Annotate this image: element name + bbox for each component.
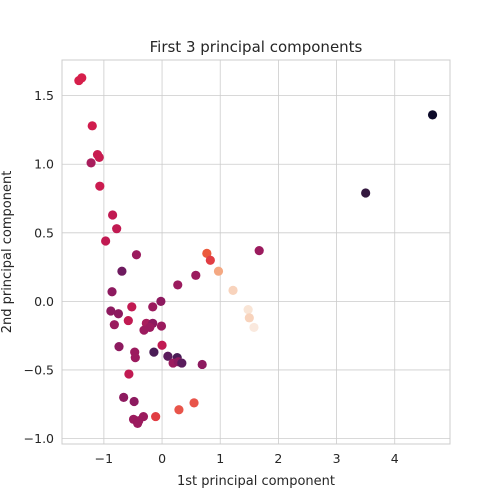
data-point: [243, 305, 253, 315]
data-point: [156, 321, 167, 331]
data-point: [156, 296, 166, 306]
data-point: [213, 266, 224, 276]
data-point: [108, 210, 118, 220]
y-tick-label: 1.5: [34, 88, 54, 103]
data-point: [361, 188, 371, 198]
data-point: [114, 342, 124, 352]
data-point: [101, 236, 111, 246]
data-point: [151, 411, 161, 422]
data-point: [249, 322, 259, 333]
data-point: [117, 266, 127, 276]
data-point: [191, 270, 201, 280]
x-tick-label: 3: [333, 451, 341, 466]
y-tick-label: −0.5: [24, 362, 54, 377]
grid: [62, 60, 450, 444]
data-point: [131, 250, 142, 260]
data-point: [148, 302, 158, 312]
x-axis-label: 1st principal component: [177, 474, 335, 489]
x-tick-label: 0: [158, 451, 166, 466]
data-point: [124, 369, 134, 379]
data-point: [133, 418, 143, 429]
data-point: [244, 313, 254, 323]
data-point: [127, 302, 137, 312]
plot-frame: [61, 59, 451, 445]
data-point: [113, 309, 124, 319]
data-point: [109, 320, 119, 330]
y-tick-labels: −1.0 −0.5 0.0 0.5 1.0 1.5: [24, 88, 54, 446]
data-point: [174, 405, 184, 415]
data-point: [189, 398, 199, 408]
data-point: [254, 246, 264, 256]
data-point: [163, 351, 173, 361]
data-point: [130, 353, 140, 363]
x-tick-label: 4: [391, 451, 399, 466]
y-tick-label: 0.5: [34, 225, 54, 240]
data-point: [205, 255, 215, 265]
data-point: [94, 152, 104, 162]
data-points: [74, 73, 438, 429]
x-tick-labels: −1 0 1 2 3 4: [95, 451, 399, 466]
y-tick-label: −1.0: [24, 431, 54, 446]
x-tick-label: 2: [274, 451, 282, 466]
x-tick-label: −1: [95, 451, 113, 466]
data-point: [427, 110, 438, 120]
data-point: [202, 248, 212, 258]
y-axis-label: 2nd principal component: [0, 171, 15, 334]
data-point: [177, 358, 187, 368]
data-point: [87, 121, 97, 131]
chart-title: First 3 principal components: [150, 38, 363, 56]
data-point: [119, 392, 129, 402]
data-point: [123, 315, 133, 326]
data-point: [107, 287, 117, 297]
data-point: [228, 285, 238, 295]
data-point: [139, 325, 149, 335]
x-tick-label: 1: [216, 451, 224, 466]
data-point: [95, 181, 105, 191]
data-point: [149, 347, 159, 357]
data-point: [173, 280, 183, 290]
data-point: [197, 359, 207, 370]
y-tick-label: 0.0: [34, 294, 54, 309]
data-point: [86, 158, 96, 168]
y-tick-label: 1.0: [34, 157, 54, 172]
data-point: [129, 396, 139, 407]
data-point: [112, 224, 122, 234]
data-point: [157, 340, 167, 350]
data-point: [77, 73, 87, 83]
data-point: [106, 306, 116, 316]
